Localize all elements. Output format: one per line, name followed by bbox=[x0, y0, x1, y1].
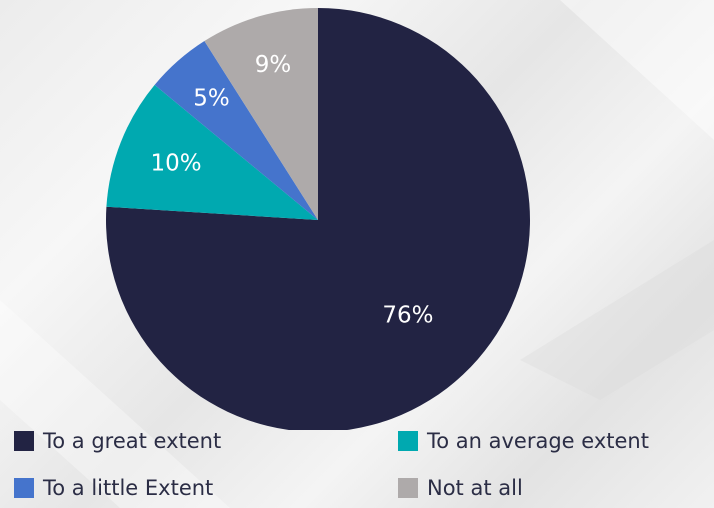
pie-slice-to-an-average-extent bbox=[106, 84, 318, 220]
legend-swatch bbox=[14, 478, 34, 498]
legend-swatch bbox=[398, 431, 418, 451]
pie-slice-to-a-great-extent bbox=[106, 8, 530, 430]
legend-item-to-an-average-extent: To an average extent bbox=[398, 429, 649, 453]
pie-slice-value-label: 76% bbox=[382, 302, 433, 328]
legend-label: Not at all bbox=[427, 476, 523, 500]
legend-label: To a great extent bbox=[43, 429, 222, 453]
pie-chart: 76% 10% 5% 9% bbox=[106, 8, 530, 430]
pie-slice-to-a-little-extent bbox=[154, 41, 318, 221]
pie-labels: 76% 10% 5% 9% bbox=[151, 52, 434, 329]
pie-slice-value-label: 5% bbox=[193, 86, 230, 112]
legend-label: To a little Extent bbox=[43, 476, 214, 500]
legend-swatch bbox=[14, 431, 34, 451]
legend-item-to-a-great-extent: To a great extent bbox=[14, 429, 221, 453]
pie-slices bbox=[106, 8, 530, 430]
pie-slice-not-at-all bbox=[204, 8, 318, 220]
legend-item-to-a-little-extent: To a little Extent bbox=[14, 476, 213, 500]
legend: To a great extent To an average extent T… bbox=[14, 426, 714, 508]
legend-item-not-at-all: Not at all bbox=[398, 476, 523, 500]
legend-label: To an average extent bbox=[427, 429, 649, 453]
pie-slice-value-label: 9% bbox=[255, 52, 292, 78]
pie-slice-value-label: 10% bbox=[151, 150, 202, 176]
legend-swatch bbox=[398, 478, 418, 498]
